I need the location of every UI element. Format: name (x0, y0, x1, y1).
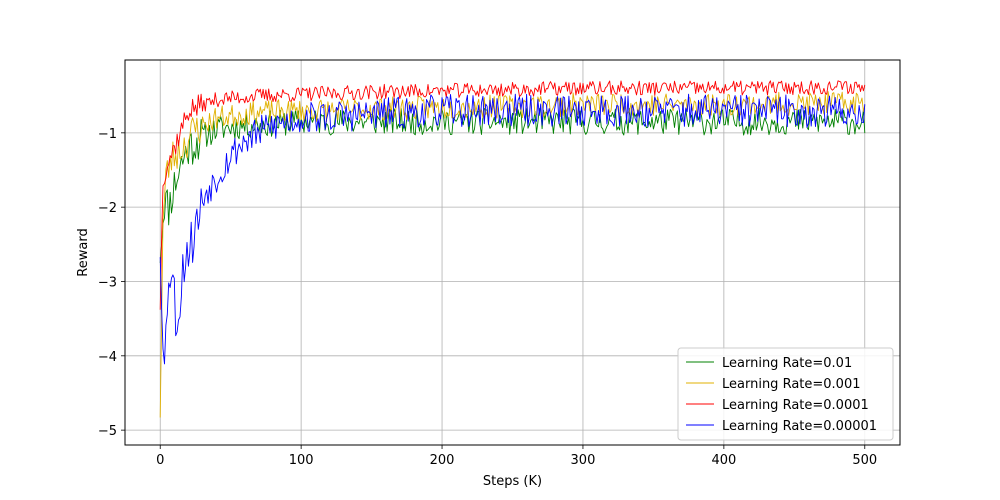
series-layer (159, 80, 866, 418)
series-line-2 (159, 91, 866, 418)
x-tick-label: 0 (156, 453, 164, 468)
x-tick-label: 200 (430, 453, 455, 468)
y-tick-label: −3 (98, 275, 117, 290)
series-line-3 (159, 80, 866, 310)
y-tick-label: −2 (98, 201, 117, 216)
x-axis-label: Steps (K) (483, 474, 542, 489)
y-tick-label: −4 (98, 350, 117, 365)
series-line-4 (159, 93, 866, 365)
legend-box (677, 347, 894, 441)
legend-entry: Learning Rate=0.0001 (722, 398, 869, 413)
y-tick-label: −1 (98, 127, 117, 142)
y-axis-label: Reward (76, 228, 91, 276)
y-tick-label: −5 (98, 424, 117, 439)
x-tick-label: 500 (852, 453, 877, 468)
legend-entry: Learning Rate=0.00001 (722, 419, 877, 434)
plot-frame (124, 59, 901, 446)
x-tick-label: 100 (289, 453, 314, 468)
legend-entry: Learning Rate=0.01 (722, 356, 852, 371)
axis-ticks: 0 100 200 300 400 500 −5 −4 −3 −2 −1 (98, 127, 877, 468)
x-tick-label: 300 (571, 453, 596, 468)
x-tick-label: 400 (711, 453, 736, 468)
series-line-1 (159, 107, 866, 263)
legend: Learning Rate=0.01 Learning Rate=0.001 Lea… (677, 347, 894, 441)
legend-entry: Learning Rate=0.001 (722, 377, 861, 392)
